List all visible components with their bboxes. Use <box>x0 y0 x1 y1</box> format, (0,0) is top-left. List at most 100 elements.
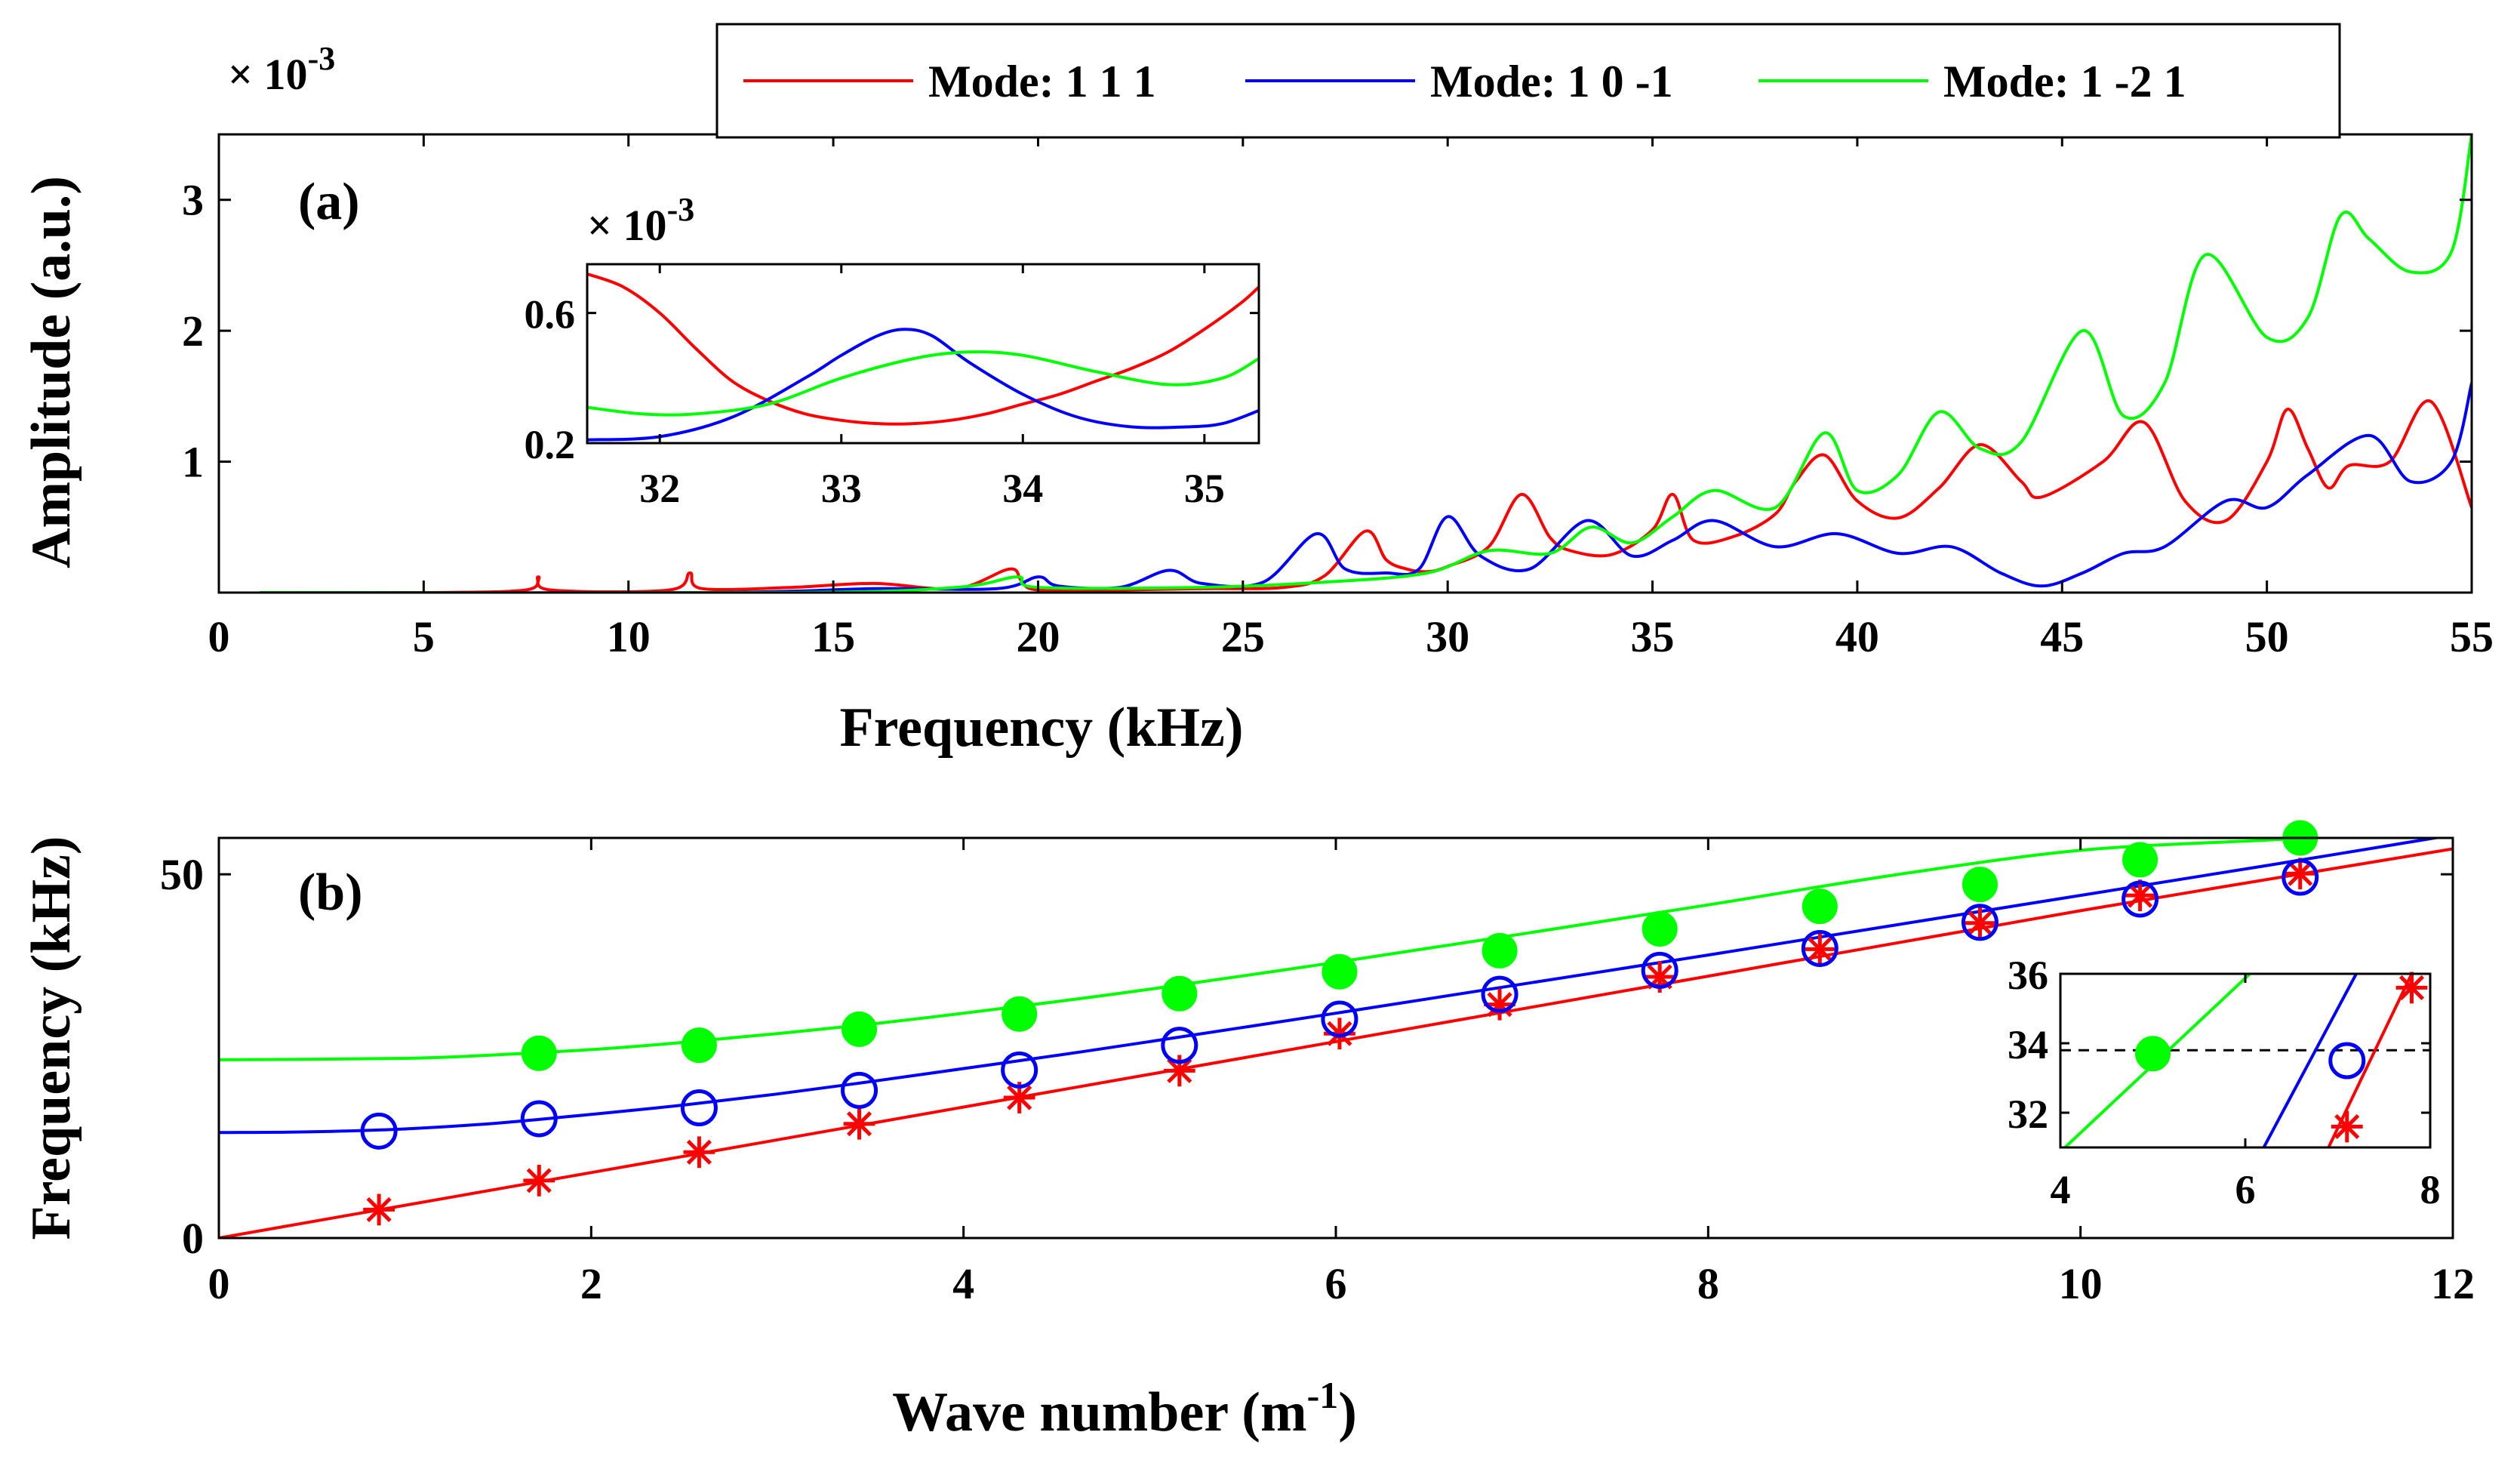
panel-a-xtick-label-9: 45 <box>2040 612 2084 661</box>
panel-b-point-mode-1-2-1-0 <box>521 1035 557 1071</box>
panel-a-inset-ytick-label-1: 0.6 <box>525 292 576 337</box>
panel-b-inset-point-mode-1-1-1-1-stroke-3 <box>2398 975 2425 1000</box>
panel-b-inset-point-mode-1-1-1-0-stroke-3 <box>2334 1113 2360 1139</box>
panel-b-point-mode-1-1-1-9 <box>1804 933 1836 966</box>
panel-b-inset-frame <box>2059 972 2432 1149</box>
panel-b-point-mode-1-1-1-9-stroke-3 <box>1807 936 1832 962</box>
panel-b-point-mode-1-2-1-3 <box>1002 996 1038 1032</box>
panel-a-xtick-label-3: 15 <box>811 612 855 661</box>
panel-b-point-mode-1-1-1-7-stroke-3 <box>1487 992 1512 1018</box>
panel-b-point-mode-1-1-1-6-stroke-3 <box>1327 1021 1352 1046</box>
panel-b-point-mode-1-1-1-12-stroke-3 <box>2288 861 2313 886</box>
panel-b-point-mode-1-1-1-10-stroke-3 <box>1967 910 1993 936</box>
panel-b-point-mode-1-0-1-8 <box>1641 951 1678 989</box>
panel-a-ytick-label-1: 2 <box>182 306 204 356</box>
panel-b-point-mode-1-1-1-3 <box>843 1107 875 1140</box>
panel-a-xtick-label-6: 30 <box>1426 612 1469 661</box>
panel-a-xlabel: Frequency (kHz) <box>839 697 1243 759</box>
panel-b-ytick-label-1: 50 <box>160 850 204 899</box>
panel-b-inset-point-mode-1-2-1-0 <box>2135 1036 2171 1072</box>
panel-a-inset-line-mode-1-0-1 <box>587 328 1259 442</box>
panel-a-inset-tick-labels: 32 33 34 35 0.2 0.6 <box>525 292 1225 511</box>
panel-a-ytick-label-2: 3 <box>182 176 204 225</box>
panel-a-plot-area <box>219 134 2472 593</box>
panel-b-xtick-label-3: 6 <box>1325 1259 1347 1308</box>
panel-b: 0 2 4 6 8 10 12 0 50 (b) Wave number (m-1) Frequ… <box>20 820 2475 1443</box>
panel-b-point-mode-1-0-1-12 <box>2282 858 2319 896</box>
panel-a-xtick-label-10: 50 <box>2245 612 2289 661</box>
panel-b-point-mode-1-1-1-7 <box>1484 988 1515 1021</box>
panel-a-inset-xtick-label-2: 34 <box>1002 466 1043 511</box>
panel-a-xtick-label-5: 25 <box>1221 612 1265 661</box>
panel-b-inset-xtick-label-2: 8 <box>2420 1167 2441 1212</box>
panel-a-xtick-label-8: 40 <box>1835 612 1879 661</box>
panel-a-xtick-label-7: 35 <box>1631 612 1675 661</box>
panel-b-point-mode-1-2-1-9 <box>1962 867 1998 903</box>
panel-a-inset-xtick-label-3: 35 <box>1184 466 1225 511</box>
panel-b-point-mode-1-0-1-9 <box>1801 929 1838 967</box>
panel-b-inset-point-mode-1-1-1-0 <box>2331 1110 2363 1143</box>
legend-label-mode-1-2-1: Mode: 1 -2 1 <box>1943 57 2186 106</box>
panel-b-xlabel-close: ) <box>1338 1381 1357 1443</box>
panel-b-xtick-label-5: 10 <box>2059 1259 2103 1308</box>
panel-b-point-mode-1-1-1-12 <box>2284 858 2316 890</box>
panel-b-ytick-label-0: 0 <box>182 1214 204 1263</box>
panel-a-inset: 32 33 34 35 0.2 0.6 × 10-3 <box>525 191 1260 511</box>
panel-b-inset-ytick-label-1: 34 <box>2008 1022 2048 1067</box>
panel-a-inset-series-group <box>587 273 1259 442</box>
panel-b-inset-line-mode-1-0-1 <box>2262 974 2358 1147</box>
panel-b-inset: 4 6 8 32 34 36 <box>2008 953 2441 1212</box>
panel-a-inset-ytick-label-0: 0.2 <box>525 422 576 467</box>
panel-b-xtick-label-0: 0 <box>208 1259 230 1308</box>
panel-b-point-mode-1-0-1-3 <box>841 1071 878 1109</box>
panel-a-multiplier-base: × 10 <box>228 50 308 99</box>
panel-a-line-mode-1-0-1 <box>260 383 2472 593</box>
panel-b-frame <box>217 836 2454 1240</box>
panel-b-point-mode-1-1-1-0 <box>363 1193 395 1226</box>
panel-a-inset-multiplier: × 10-3 <box>587 191 694 250</box>
panel-b-inset-xtick-label-0: 4 <box>2051 1167 2071 1212</box>
panel-a-inset-frame <box>586 263 1260 445</box>
panel-a-inset-line-mode-1-2-1 <box>587 350 1259 417</box>
panel-a-xtick-label-4: 20 <box>1016 612 1060 661</box>
panel-b-tick-labels: 0 2 4 6 8 10 12 0 50 <box>160 850 2475 1308</box>
panel-b-inset-area <box>2060 974 2430 1147</box>
panel-b-inset-ytick-label-0: 32 <box>2008 1092 2048 1137</box>
legend-items: Mode: 1 1 1 Mode: 1 0 -1 Mode: 1 -2 1 <box>743 57 2186 106</box>
panel-a-inset-xtick-label-0: 32 <box>639 466 680 511</box>
panel-b-point-mode-1-1-1-3-stroke-3 <box>846 1111 872 1137</box>
panel-b-label: (b) <box>298 864 363 922</box>
panel-a-inset-frame-rect <box>586 263 1260 445</box>
panel-b-inset-series-group <box>2060 972 2430 1147</box>
panel-a-ytick-label-0: 1 <box>182 438 204 487</box>
panel-b-point-mode-1-0-1-1 <box>520 1100 558 1138</box>
panel-b-point-mode-1-2-1-10 <box>2122 842 2158 878</box>
panel-b-point-mode-1-1-1-4-stroke-3 <box>1007 1085 1032 1110</box>
panel-b-line-mode-1-1-1 <box>219 847 2453 1238</box>
panel-b-point-mode-1-2-1-8 <box>1802 889 1838 925</box>
panel-b-inset-ytick-label-2: 36 <box>2008 953 2048 998</box>
panel-a-xtick-label-1: 5 <box>413 612 435 661</box>
panel-b-point-mode-1-0-1-4 <box>1001 1051 1038 1089</box>
panel-b-point-mode-1-0-1-6 <box>1321 1000 1358 1038</box>
panel-b-point-mode-1-0-1-5 <box>1161 1027 1198 1064</box>
panel-b-point-mode-1-2-1-2 <box>842 1011 878 1047</box>
panel-b-line-mode-1-0-1 <box>219 838 2445 1135</box>
panel-b-point-mode-1-1-1-1 <box>523 1164 555 1197</box>
panel-a-inset-xtick-label-1: 33 <box>821 466 862 511</box>
panel-b-inset-xtick-label-1: 6 <box>2235 1167 2256 1212</box>
panel-a-label: (a) <box>298 173 360 231</box>
panel-b-inset-point-mode-1-1-1-1 <box>2395 972 2428 1004</box>
panel-b-point-mode-1-1-1-11-stroke-3 <box>2128 882 2153 908</box>
panel-b-ylabel: Frequency (kHz) <box>20 836 82 1240</box>
panel-b-point-mode-1-2-1-4 <box>1162 975 1198 1012</box>
panel-a-inset-line-mode-1-1-1 <box>587 273 1259 426</box>
panel-b-point-mode-1-2-1-5 <box>1322 953 1358 990</box>
panel-a-inset-multiplier-base: × 10 <box>587 201 667 250</box>
panel-b-point-mode-1-0-1-11 <box>2122 880 2159 918</box>
panel-b-point-mode-1-1-1-0-stroke-3 <box>366 1197 392 1222</box>
panel-b-point-mode-1-0-1-7 <box>1481 975 1518 1013</box>
panel-a-multiplier-exp: -3 <box>308 40 336 77</box>
